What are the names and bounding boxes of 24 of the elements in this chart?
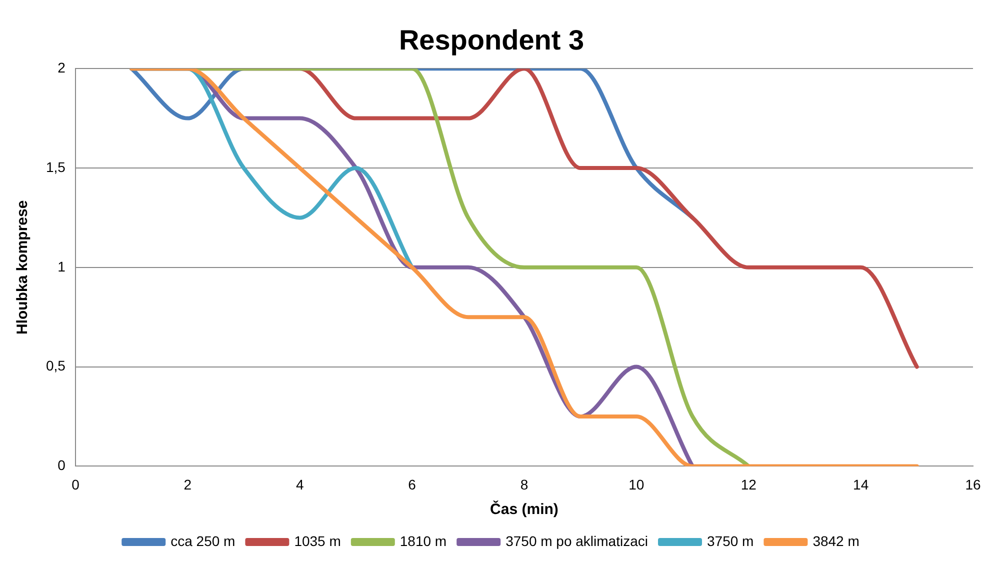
x-tick-label: 12 — [740, 476, 757, 492]
legend-label: 3842 m — [812, 532, 860, 549]
line-series — [130, 68, 919, 466]
legend-label: 3750 m po aklimatizaci — [506, 532, 648, 549]
y-tick-label: 1,5 — [46, 158, 66, 175]
legend-label: 3750 m — [706, 532, 754, 549]
x-tick-label: 0 — [72, 476, 80, 492]
y-tick-label: 0,5 — [46, 358, 66, 374]
x-tick-label: 16 — [965, 476, 981, 492]
y-axis-title: Hloubka komprese — [14, 200, 32, 335]
legend-label: 1035 m — [294, 532, 341, 549]
x-tick-label: 14 — [853, 476, 869, 492]
legend-label: cca 250 m — [170, 532, 236, 549]
x-tick-label: 10 — [628, 476, 644, 492]
y-tick-label: 1 — [58, 258, 66, 274]
y-tick-label: 2 — [58, 59, 66, 76]
legend-label: 1810 m — [400, 532, 447, 549]
x-tick-label: 2 — [184, 476, 192, 492]
x-axis-title: Čas (min) — [490, 500, 558, 518]
chart-title: Respondent 3 — [398, 24, 584, 56]
x-tick-label: 8 — [520, 476, 528, 492]
x-tick-label: 4 — [296, 476, 304, 492]
y-tick-label: 0 — [58, 457, 66, 474]
x-tick-label: 6 — [408, 476, 416, 492]
